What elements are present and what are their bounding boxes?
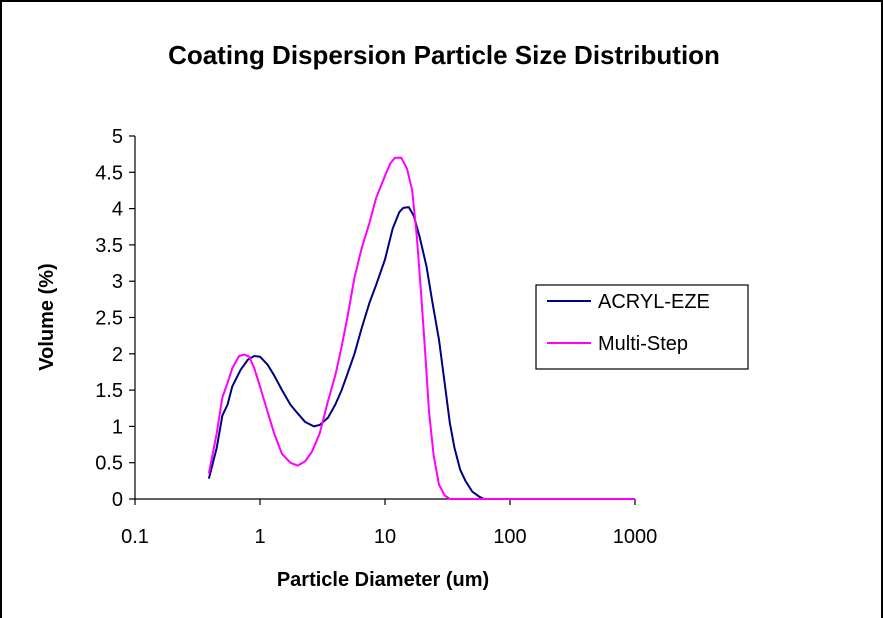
x-tick-label: 100 [493,526,526,548]
y-tick-label: 4 [112,199,123,221]
y-tick-label: 2 [112,344,123,366]
legend-label: ACRYL-EZE [598,291,710,313]
y-tick-label: 3 [112,271,123,293]
x-tick-label: 10 [374,526,396,548]
y-tick-label: 1 [112,416,123,438]
y-tick-label: 3.5 [95,235,123,257]
x-tick-label: 1000 [613,526,658,548]
series-line-multi-step [207,156,635,500]
legend: ACRYL-EZE Multi-Step [535,284,749,370]
legend-label: Multi-Step [598,333,688,355]
x-tick-label: 1 [254,526,265,548]
x-axis-title: Particle Diameter (um) [277,569,489,591]
y-tick-label: 0.5 [95,453,123,475]
y-tick-label: 2.5 [95,308,123,330]
y-axis-title: Volume (%) [36,263,58,370]
legend-box [535,284,749,370]
x-tick-label: 0.1 [121,526,149,548]
chart-title: Coating Dispersion Particle Size Distrib… [168,40,720,70]
plot-area: 0 0.5 1 1.5 2 2.5 3 3.5 4 4.5 5 0.1 1 10 100 1000 [95,126,657,548]
y-tick-label: 5 [112,126,123,148]
y-tick-label: 1.5 [95,380,123,402]
series-line-acryl-eze [207,206,635,500]
y-tick-label: 0 [112,489,123,511]
y-tick-label: 4.5 [95,162,123,184]
